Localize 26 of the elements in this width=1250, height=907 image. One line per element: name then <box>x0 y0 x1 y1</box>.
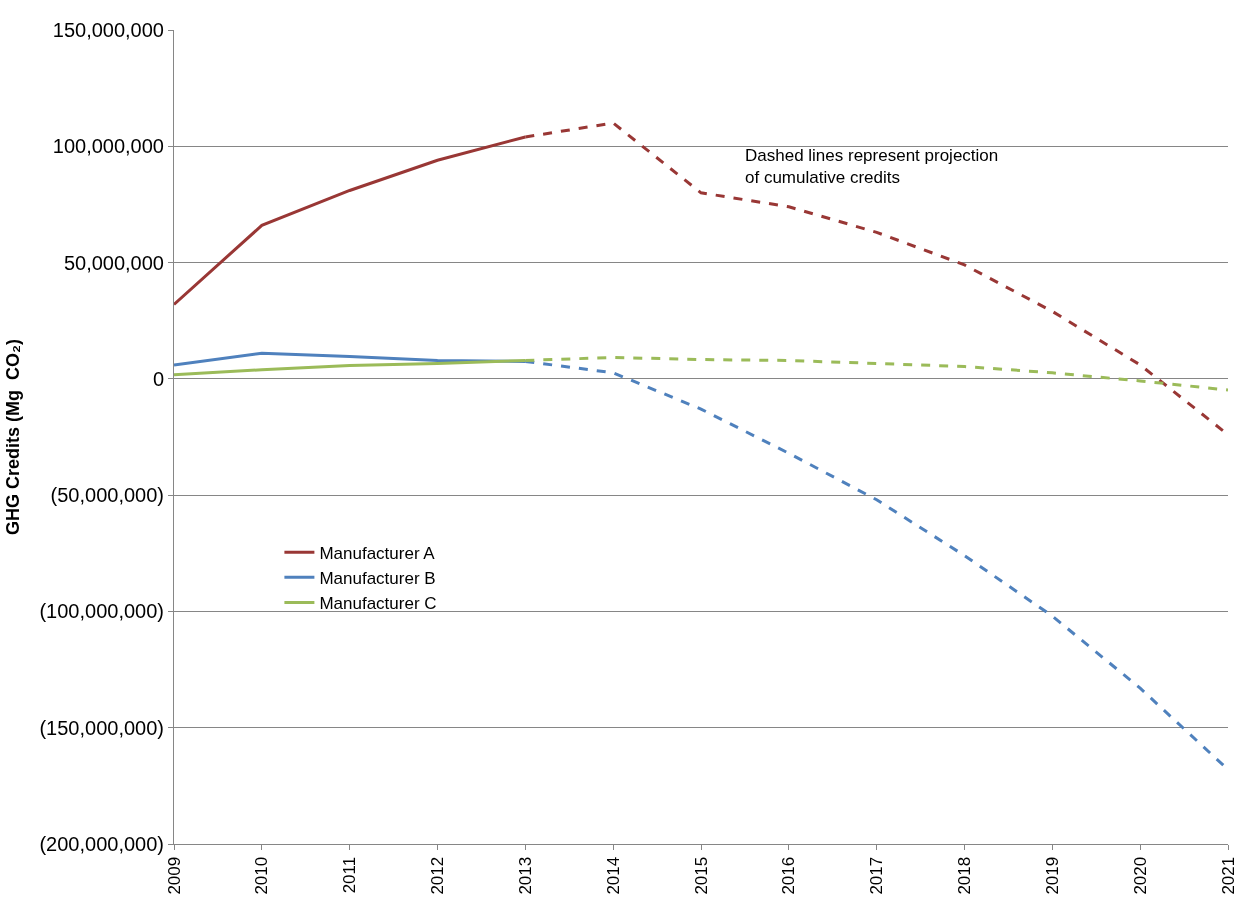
legend-label: Manufacturer A <box>319 543 436 563</box>
x-tick-label: 2017 <box>867 856 887 895</box>
y-tick-label: 150,000,000 <box>52 19 164 41</box>
legend-label: Manufacturer C <box>319 594 437 614</box>
y-axis-title: GHG Credits (Mg CO₂) <box>2 339 23 535</box>
x-tick-label: 2011 <box>340 856 360 894</box>
y-tick-label: (50,000,000) <box>50 484 164 507</box>
y-tick-label: 0 <box>152 367 164 390</box>
x-tick-label: 2020 <box>1130 856 1150 895</box>
annotation: Dashed lines represent projection of cumulative credits <box>745 146 999 188</box>
y-tick-label: 100,000,000 <box>52 135 164 158</box>
x-tick-label: 2012 <box>428 856 448 895</box>
x-tick-label: 2014 <box>603 856 623 895</box>
x-tick-label: 2009 <box>164 856 184 895</box>
x-tick-label: 2021 <box>1218 856 1238 895</box>
y-tick-label: (100,000,000) <box>39 600 164 623</box>
x-tick-label: 2013 <box>515 856 535 895</box>
x-tick-label: 2010 <box>252 856 272 895</box>
x-tick-label: 2019 <box>1042 856 1062 895</box>
y-tick-label: 50,000,000 <box>63 251 164 274</box>
y-tick-label: (150,000,000) <box>39 716 164 739</box>
legend-label: Manufacturer B <box>319 568 436 588</box>
x-tick-label: 2018 <box>955 856 975 895</box>
y-tick-label: (200,000,000) <box>39 833 164 855</box>
x-tick-label: 2016 <box>779 856 799 895</box>
x-tick-label: 2015 <box>691 856 711 895</box>
